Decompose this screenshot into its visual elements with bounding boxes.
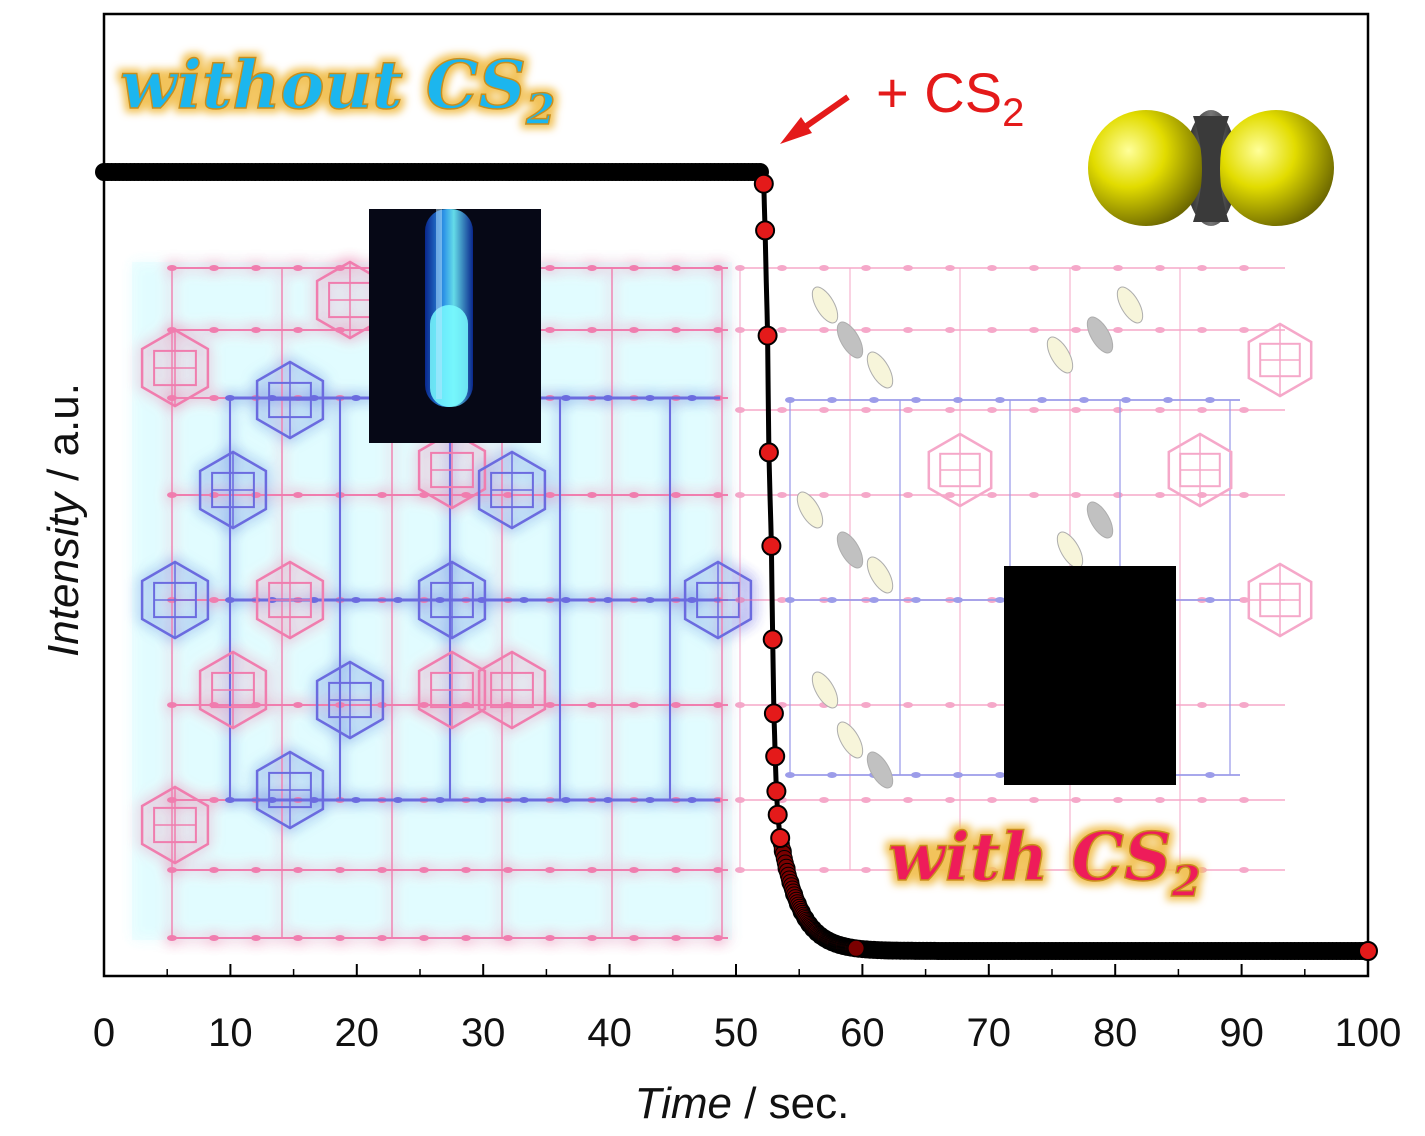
- data-point-red: [758, 442, 779, 463]
- framework-right: [735, 265, 1313, 873]
- add-cs2-label: + CS2: [876, 61, 1024, 135]
- data-point-red: [755, 220, 776, 241]
- data-layer: [95, 163, 1378, 961]
- with-cs2-title: with CS2: [887, 817, 1201, 907]
- x-axis: 0 10 20 30 40 50 60 70 80 90 100: [93, 964, 1402, 1055]
- data-point-red: [762, 629, 783, 650]
- x-tick-label: 70: [967, 1011, 1012, 1055]
- x-tick-label: 60: [840, 1011, 885, 1055]
- x-tick-label: 10: [208, 1011, 253, 1055]
- x-axis-label: Time / sec.: [635, 1079, 850, 1128]
- fluorescent-tube-photo: [369, 209, 541, 443]
- data-point-red: [761, 535, 782, 556]
- x-tick-label: 0: [93, 1011, 115, 1055]
- data-point-red: [757, 325, 778, 346]
- dark-tube-photo: [1004, 566, 1176, 785]
- data-point-red: [767, 804, 788, 825]
- data-point-red: [765, 746, 786, 767]
- x-tick-label: 40: [587, 1011, 632, 1055]
- cs2-molecule-icon: [1088, 110, 1334, 226]
- x-tick-label: 80: [1093, 1011, 1138, 1055]
- data-point-red: [763, 703, 784, 724]
- svg-text:with CS2: with CS2: [888, 818, 1201, 906]
- x-tick-label: 50: [714, 1011, 759, 1055]
- x-tick-label: 90: [1219, 1011, 1264, 1055]
- data-point-decay: [847, 939, 865, 957]
- red-arrow-icon: [780, 94, 850, 144]
- data-point-red: [1358, 941, 1378, 961]
- x-tick-label: 20: [335, 1011, 380, 1055]
- data-point-red: [770, 828, 791, 848]
- svg-text:without CS2: without CS2: [120, 46, 555, 134]
- x-tick-label: 100: [1335, 1011, 1402, 1055]
- data-point-red: [766, 781, 787, 802]
- x-tick-label: 30: [461, 1011, 506, 1055]
- without-cs2-title: without CS2: [119, 45, 556, 135]
- data-point-red: [753, 173, 774, 194]
- y-axis-label: Intensity / a.u.: [39, 383, 88, 657]
